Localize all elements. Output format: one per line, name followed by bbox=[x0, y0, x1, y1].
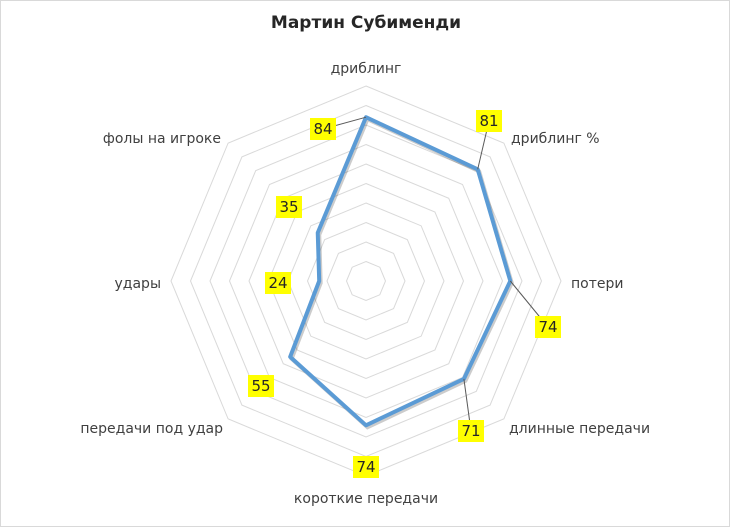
axis-label: длинные передачи bbox=[509, 421, 650, 437]
axis-label: фолы на игроке bbox=[103, 131, 221, 147]
gridline bbox=[248, 163, 484, 399]
axis-label: потери bbox=[571, 276, 623, 292]
data-label-bg bbox=[248, 375, 274, 397]
data-label-bg bbox=[265, 272, 291, 294]
chart-title: Мартин Субименди bbox=[270, 13, 462, 33]
gridline bbox=[189, 104, 543, 458]
data-label: 74 bbox=[356, 458, 375, 476]
data-label: 84 bbox=[313, 120, 332, 138]
data-label: 81 bbox=[479, 112, 498, 130]
axis-label: дриблинг bbox=[331, 61, 402, 77]
gridline bbox=[345, 260, 387, 302]
data-label: 71 bbox=[461, 422, 480, 440]
data-label: 24 bbox=[268, 274, 287, 292]
data-label-bg bbox=[535, 316, 561, 338]
gridline bbox=[267, 182, 465, 380]
data-label-bg bbox=[276, 196, 302, 218]
series-line bbox=[288, 115, 513, 428]
gridline bbox=[306, 221, 426, 341]
gridline bbox=[287, 202, 445, 360]
gridline bbox=[228, 143, 504, 419]
data-label: 35 bbox=[279, 198, 298, 216]
data-label-bg bbox=[458, 420, 484, 442]
data-label-bg bbox=[476, 110, 502, 132]
data-label-bg bbox=[353, 456, 379, 478]
gridline bbox=[326, 241, 406, 321]
axis-label: передачи под удар bbox=[80, 421, 223, 437]
gridline bbox=[209, 124, 523, 438]
axis-label: удары bbox=[115, 276, 161, 292]
data-label-bg bbox=[310, 118, 336, 140]
data-label: 74 bbox=[538, 318, 557, 336]
axis-label: дриблинг % bbox=[511, 131, 600, 147]
axis-label: короткие передачи bbox=[294, 491, 438, 507]
data-label: 55 bbox=[251, 377, 270, 395]
